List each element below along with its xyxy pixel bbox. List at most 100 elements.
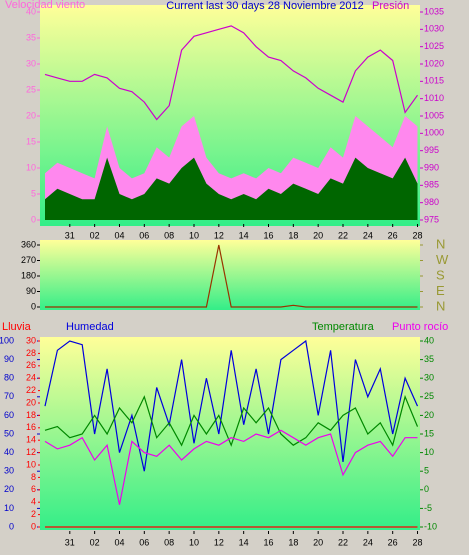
x-tick-label: 24 [363, 230, 373, 240]
y-tick-label: 25 [26, 84, 36, 94]
y3-tick-label: 12 [26, 447, 36, 457]
y2-tick-label: -5 [424, 503, 432, 513]
legend-label: Punto rocío [392, 321, 448, 333]
y2-tick-label: 1020 [424, 58, 444, 68]
y3-tick-label: 18 [26, 410, 36, 420]
y-tick-label: 360 [21, 239, 36, 249]
line [44, 394, 419, 447]
y2-tick-label: E [436, 283, 445, 298]
y3-tick-label: 26 [26, 360, 36, 370]
y2-tick-label: 1015 [424, 76, 444, 86]
y-tick-label: 5 [31, 188, 36, 198]
y2-tick-label: 1010 [424, 93, 444, 103]
x-tick-label: 31 [65, 230, 75, 240]
legend-label: Lluvia [2, 321, 32, 333]
y2-tick-label: 985 [424, 180, 439, 190]
y3-tick-label: 10 [26, 459, 36, 469]
y2-tick-label: 1035 [424, 6, 444, 16]
chart-title: Current last 30 days 28 Noviembre 2012 [166, 0, 364, 12]
y-tick-label: 30 [26, 58, 36, 68]
y-tick-label: 15 [26, 136, 36, 146]
y-tick-label: 0 [9, 521, 14, 531]
y2-tick-label: 1025 [424, 41, 444, 51]
line [44, 339, 419, 472]
y2-tick-label: 40 [424, 335, 434, 345]
x-tick-label: 24 [363, 537, 373, 547]
x-tick-label: 04 [114, 537, 124, 547]
y2-tick-label: 15 [424, 428, 434, 438]
y-tick-label: 0 [31, 301, 36, 311]
y-axis-label: Velocidad viento [5, 0, 85, 11]
y-tick-label: 0 [31, 214, 36, 224]
y2-tick-label: 990 [424, 162, 439, 172]
y-tick-label: 50 [4, 428, 14, 438]
legend-label: Temperatura [312, 321, 375, 333]
y2-tick-label: S [436, 267, 445, 282]
y-tick-label: 180 [21, 270, 36, 280]
x-tick-label: 12 [214, 537, 224, 547]
y-tick-label: 40 [26, 6, 36, 16]
x-tick-label: 14 [239, 537, 249, 547]
x-tick-label: 18 [288, 537, 298, 547]
line [45, 244, 418, 308]
y3-tick-label: 20 [26, 397, 36, 407]
x-tick-label: 31 [65, 537, 75, 547]
y3-tick-label: 14 [26, 435, 36, 445]
x-tick-label: 28 [413, 537, 423, 547]
y2-tick-label: 1005 [424, 110, 444, 120]
x-tick-label: 02 [90, 537, 100, 547]
x-tick-label: 10 [189, 230, 199, 240]
x-tick-label: 28 [413, 230, 423, 240]
x-tick-label: 26 [388, 537, 398, 547]
x-tick-label: 10 [189, 537, 199, 547]
y2-tick-label: 5 [424, 466, 429, 476]
x-tick-label: 14 [239, 230, 249, 240]
y-tick-label: 35 [26, 32, 36, 42]
y-tick-label: 10 [26, 162, 36, 172]
y2-tick-label: 995 [424, 145, 439, 155]
y2-tick-label: 35 [424, 354, 434, 364]
area [45, 157, 418, 220]
legend-label: Humedad [66, 321, 114, 333]
x-tick-label: 06 [139, 537, 149, 547]
y-tick-label: 70 [4, 391, 14, 401]
x-tick-label: 08 [164, 230, 174, 240]
y2-tick-label: 0 [424, 484, 429, 494]
y2-tick-label: 20 [424, 410, 434, 420]
y-tick-label: 90 [26, 286, 36, 296]
y2-tick-label: N [436, 236, 445, 251]
y3-tick-label: 30 [26, 335, 36, 345]
y2-tick-label: 30 [424, 373, 434, 383]
x-tick-label: 16 [263, 537, 273, 547]
x-tick-label: 26 [388, 230, 398, 240]
x-tick-label: 18 [288, 230, 298, 240]
y-tick-label: 60 [4, 410, 14, 420]
y-tick-label: 20 [26, 110, 36, 120]
y2-tick-label: W [436, 252, 449, 267]
x-tick-label: 06 [139, 230, 149, 240]
y2-tick-label: 10 [424, 447, 434, 457]
y2-tick-label: -10 [424, 521, 437, 531]
y3-tick-label: 28 [26, 348, 36, 358]
x-tick-label: 20 [313, 230, 323, 240]
y-tick-label: 30 [4, 466, 14, 476]
x-tick-label: 16 [263, 230, 273, 240]
line [44, 429, 418, 505]
line [44, 25, 418, 121]
y3-tick-label: 6 [31, 484, 36, 494]
y3-tick-label: 16 [26, 422, 36, 432]
x-tick-label: 22 [338, 537, 348, 547]
y2-tick-label: 25 [424, 391, 434, 401]
y2-tick-label: 1000 [424, 128, 444, 138]
y-tick-label: 40 [4, 447, 14, 457]
x-tick-label: 04 [114, 230, 124, 240]
y-tick-label: 80 [4, 373, 14, 383]
y-tick-label: 20 [4, 484, 14, 494]
y3-tick-label: 0 [31, 521, 36, 531]
plot-area [40, 337, 420, 530]
y2-tick-label: N [436, 298, 445, 313]
x-tick-label: 22 [338, 230, 348, 240]
y-tick-label: 270 [21, 255, 36, 265]
y2-axis-label: Presión [372, 0, 409, 12]
